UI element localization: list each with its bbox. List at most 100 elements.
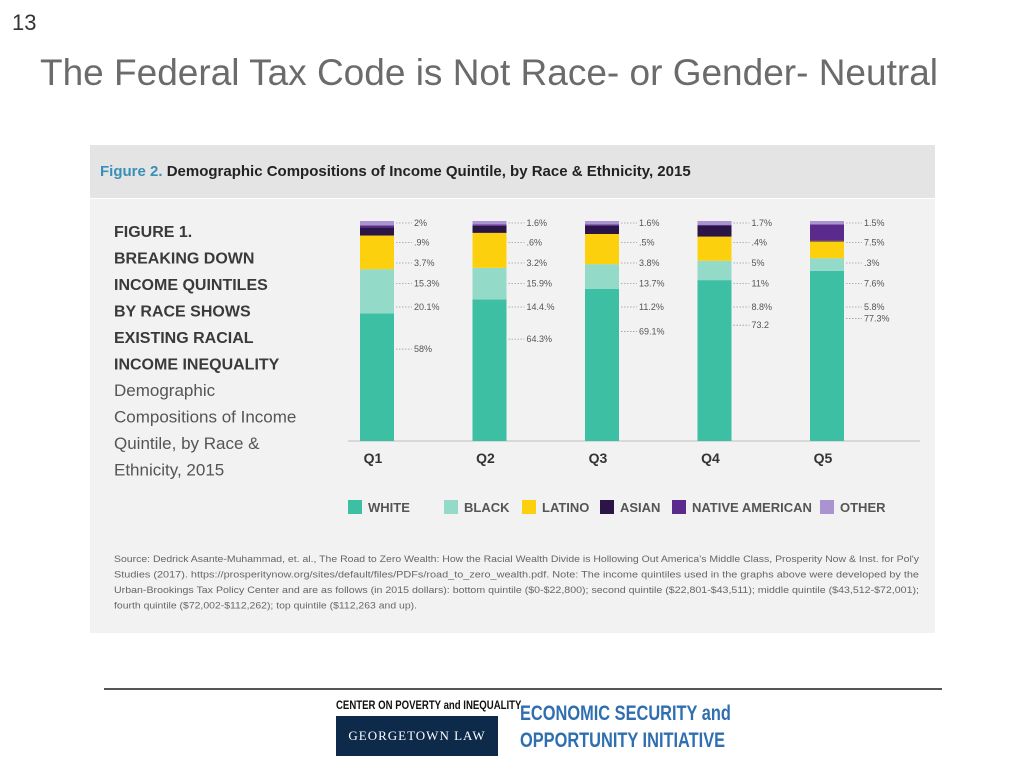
bar-segment-latino [360, 235, 394, 270]
legend-label: NATIVE AMERICAN [692, 500, 812, 515]
inner-figure-title-line: FIGURE 1. [114, 224, 192, 241]
data-label: .3% [864, 258, 880, 268]
figure-caption: Figure 2. Demographic Compositions of In… [100, 163, 691, 180]
data-label: 73.2 [752, 320, 770, 330]
legend-swatch [444, 500, 458, 514]
legend-label: OTHER [840, 500, 886, 515]
bar-segment-native-american [810, 224, 844, 241]
bar-segment-white [472, 299, 507, 441]
data-label: 3.2% [527, 258, 548, 268]
data-label: 7.6% [864, 279, 885, 289]
bar-segment-black [585, 264, 619, 289]
initiative-logo-text: ECONOMIC SECURITY and OPPORTUNITY INITIA… [520, 700, 731, 754]
legend-swatch [820, 500, 834, 514]
slide-number: 13 [12, 10, 37, 35]
data-label: 58% [414, 344, 432, 354]
bar-segment-latino [585, 233, 619, 265]
x-tick-label: Q4 [701, 450, 720, 466]
data-label: 1.5% [864, 218, 885, 228]
bar-segment-other [360, 221, 394, 226]
legend-swatch [672, 500, 686, 514]
inner-figure-subtitle-line: Demographic [114, 381, 216, 400]
data-label: 77.3% [864, 314, 890, 324]
legend-label: WHITE [368, 500, 410, 515]
bar-segment-latino [697, 236, 732, 261]
bar-segment-asian [585, 225, 619, 234]
bar-segment-other [585, 221, 619, 225]
bar-segment-native-american [585, 224, 619, 226]
inner-figure-subtitle-line: Compositions of Income [114, 408, 296, 427]
source-note-line: Studies (2017). https://prosperitynow.or… [114, 570, 919, 580]
bar-segment-black [810, 258, 844, 271]
bar-segment-white [697, 280, 732, 441]
inner-figure-title-line: BREAKING DOWN [114, 251, 254, 268]
figure-label: Figure 2. [100, 163, 163, 180]
data-label: .9% [414, 238, 430, 248]
legend-swatch [348, 500, 362, 514]
data-label: 20.1% [414, 302, 440, 312]
data-label: 5.8% [864, 302, 885, 312]
legend-label: LATINO [542, 500, 589, 515]
x-tick-label: Q3 [589, 450, 608, 466]
slide-title: The Federal Tax Code is Not Race- or Gen… [40, 52, 938, 93]
data-label: 64.3% [527, 334, 553, 344]
x-tick-label: Q5 [814, 450, 833, 466]
data-label: .4% [752, 238, 768, 248]
bar-segment-native-american [697, 224, 732, 226]
bar-segment-other [472, 221, 507, 225]
inner-figure-subtitle-line: Quintile, by Race & [114, 434, 260, 453]
bar-segment-native-american [360, 225, 394, 228]
source-note-line: Source: Dedrick Asante-Muhammad, et. al.… [114, 554, 920, 564]
legend-swatch [600, 500, 614, 514]
legend-label: BLACK [464, 500, 510, 515]
bar-segment-asian [810, 240, 844, 242]
data-label: 2% [414, 218, 427, 228]
bar-segment-black [697, 260, 732, 281]
bar-segment-asian [360, 227, 394, 236]
georgetown-law-text: GEORGETOWN LAW [348, 728, 486, 743]
data-label: 3.8% [639, 258, 660, 268]
bar-segment-black [360, 269, 394, 314]
figure-header: Figure 2. Demographic Compositions of In… [90, 145, 935, 199]
x-tick-label: Q2 [476, 450, 495, 466]
legend-swatch [522, 500, 536, 514]
initiative-line-1: ECONOMIC SECURITY and [520, 702, 731, 725]
inner-figure-title-line: BY RACE SHOWS [114, 304, 251, 321]
bar-segment-latino [810, 241, 844, 259]
figure-panel: Figure 2. Demographic Compositions of In… [90, 145, 935, 633]
source-note-line: Urban-Brookings Tax Policy Center and ar… [114, 585, 919, 595]
bar-segment-white [360, 313, 394, 441]
bar-segment-white [585, 288, 619, 441]
data-label: 3.7% [414, 258, 435, 268]
stacked-bar-chart: FIGURE 1. BREAKING DOWN INCOME QUINTILES BY… [114, 218, 920, 611]
source-note-line: fourth quintile ($72,002-$112,262); top … [114, 601, 417, 611]
georgetown-law-logo: GEORGETOWN LAW [336, 716, 498, 756]
bar-segment-black [472, 267, 507, 300]
figure-caption-text: Demographic Compositions of Income Quint… [166, 163, 691, 180]
bar-segment-native-american [472, 224, 507, 226]
data-label: 14.4.% [527, 302, 555, 312]
bar-segment-asian [472, 225, 507, 233]
initiative-line-2: OPPORTUNITY INITIATIVE [520, 729, 726, 752]
x-tick-label: Q1 [364, 450, 383, 466]
data-label: 1.7% [752, 218, 773, 228]
data-label: .5% [639, 238, 655, 248]
center-on-poverty-logo-text: CENTER ON POVERTY and INEQUALITY [336, 698, 522, 712]
data-label: 5% [752, 258, 765, 268]
inner-figure-title-line: EXISTING RACIAL [114, 330, 254, 347]
data-label: 1.6% [639, 218, 660, 228]
bar-segment-asian [697, 225, 732, 237]
data-label: 11.2% [639, 302, 664, 312]
inner-figure-title-line: INCOME QUINTILES [114, 277, 268, 294]
bar-segment-white [810, 270, 844, 441]
data-label: 69.1% [639, 326, 665, 336]
bar-segment-other [697, 221, 732, 225]
data-label: 13.7% [639, 279, 665, 289]
inner-figure-subtitle-line: Ethnicity, 2015 [114, 461, 224, 480]
bar-segment-latino [472, 232, 507, 268]
data-label: .6% [527, 238, 543, 248]
inner-figure-title-line: INCOME INEQUALITY [114, 357, 280, 374]
bar-segment-other [810, 221, 844, 225]
legend-label: ASIAN [620, 500, 660, 515]
data-label: 15.9% [527, 279, 553, 289]
